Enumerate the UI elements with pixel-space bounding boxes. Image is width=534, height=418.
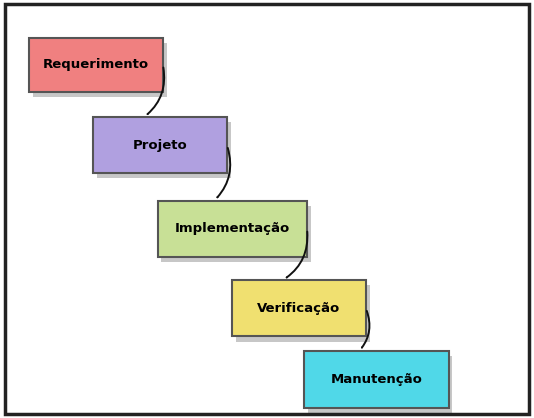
FancyBboxPatch shape (236, 285, 370, 342)
FancyBboxPatch shape (158, 201, 307, 257)
FancyBboxPatch shape (29, 38, 163, 92)
FancyArrowPatch shape (287, 232, 308, 278)
FancyBboxPatch shape (232, 280, 366, 336)
FancyBboxPatch shape (304, 351, 449, 408)
Text: Verificação: Verificação (257, 302, 341, 315)
FancyBboxPatch shape (97, 122, 231, 178)
Text: Projeto: Projeto (133, 139, 187, 152)
Text: Implementação: Implementação (175, 222, 290, 235)
Text: Requerimento: Requerimento (43, 58, 149, 71)
FancyBboxPatch shape (161, 206, 311, 262)
FancyArrowPatch shape (362, 311, 370, 347)
FancyArrowPatch shape (217, 148, 230, 197)
FancyBboxPatch shape (33, 43, 167, 97)
FancyBboxPatch shape (308, 356, 452, 413)
FancyBboxPatch shape (93, 117, 227, 173)
Text: Manutenção: Manutenção (331, 373, 422, 386)
FancyArrowPatch shape (147, 68, 164, 114)
